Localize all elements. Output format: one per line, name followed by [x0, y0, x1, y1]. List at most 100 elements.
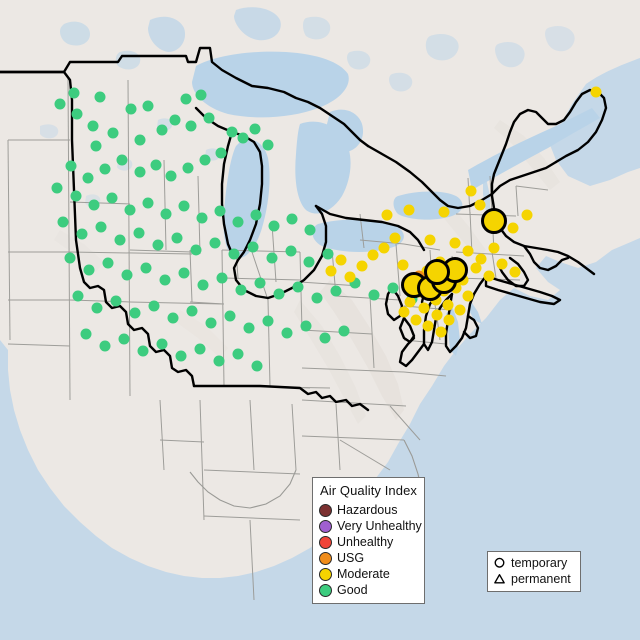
site-marker[interactable]	[114, 234, 126, 246]
site-marker[interactable]	[178, 267, 190, 279]
site-marker[interactable]	[142, 100, 154, 112]
site-marker[interactable]	[292, 281, 304, 293]
site-marker[interactable]	[134, 166, 146, 178]
site-marker-highlighted[interactable]	[481, 208, 507, 234]
site-marker[interactable]	[197, 279, 209, 291]
site-marker[interactable]	[462, 245, 474, 257]
site-marker[interactable]	[175, 350, 187, 362]
site-marker[interactable]	[133, 227, 145, 239]
site-marker[interactable]	[450, 282, 462, 294]
site-marker[interactable]	[397, 259, 409, 271]
legend-item-good[interactable]: Good	[319, 582, 418, 598]
site-marker[interactable]	[470, 262, 482, 274]
site-marker[interactable]	[185, 120, 197, 132]
site-marker[interactable]	[169, 114, 181, 126]
site-marker[interactable]	[443, 314, 455, 326]
site-marker[interactable]	[454, 304, 466, 316]
site-marker[interactable]	[590, 86, 602, 98]
site-marker[interactable]	[64, 252, 76, 264]
site-marker[interactable]	[368, 289, 380, 301]
site-marker[interactable]	[378, 242, 390, 254]
site-marker[interactable]	[475, 253, 487, 265]
site-marker[interactable]	[435, 326, 447, 338]
site-marker[interactable]	[99, 340, 111, 352]
site-marker[interactable]	[107, 127, 119, 139]
site-marker[interactable]	[91, 302, 103, 314]
site-marker[interactable]	[72, 290, 84, 302]
site-marker[interactable]	[266, 252, 278, 264]
site-marker[interactable]	[449, 237, 461, 249]
site-marker[interactable]	[404, 296, 416, 308]
site-marker[interactable]	[356, 260, 368, 272]
site-marker[interactable]	[465, 185, 477, 197]
site-marker[interactable]	[216, 272, 228, 284]
site-marker[interactable]	[304, 224, 316, 236]
site-marker[interactable]	[232, 348, 244, 360]
site-marker[interactable]	[300, 320, 312, 332]
site-marker[interactable]	[303, 256, 315, 268]
site-marker[interactable]	[116, 154, 128, 166]
site-marker[interactable]	[205, 317, 217, 329]
site-marker[interactable]	[121, 269, 133, 281]
site-marker[interactable]	[70, 190, 82, 202]
site-marker[interactable]	[251, 360, 263, 372]
site-marker[interactable]	[203, 112, 215, 124]
site-marker[interactable]	[462, 290, 474, 302]
site-marker[interactable]	[152, 239, 164, 251]
site-marker[interactable]	[186, 305, 198, 317]
site-marker[interactable]	[398, 306, 410, 318]
site-marker[interactable]	[344, 271, 356, 283]
legend-item-moderate[interactable]: Moderate	[319, 566, 418, 582]
site-marker[interactable]	[381, 209, 393, 221]
site-marker[interactable]	[194, 343, 206, 355]
site-marker[interactable]	[65, 160, 77, 172]
site-marker[interactable]	[249, 123, 261, 135]
site-marker[interactable]	[483, 270, 495, 282]
site-marker[interactable]	[325, 265, 337, 277]
site-marker[interactable]	[137, 345, 149, 357]
site-marker[interactable]	[171, 232, 183, 244]
site-marker[interactable]	[76, 228, 88, 240]
site-marker[interactable]	[51, 182, 63, 194]
site-marker[interactable]	[389, 232, 401, 244]
site-marker[interactable]	[57, 216, 69, 228]
site-marker[interactable]	[521, 209, 533, 221]
site-marker[interactable]	[237, 132, 249, 144]
site-marker[interactable]	[285, 245, 297, 257]
site-marker[interactable]	[209, 237, 221, 249]
site-marker[interactable]	[268, 220, 280, 232]
site-marker[interactable]	[196, 212, 208, 224]
site-marker[interactable]	[311, 292, 323, 304]
site-marker[interactable]	[190, 244, 202, 256]
site-marker[interactable]	[322, 248, 334, 260]
site-marker[interactable]	[99, 163, 111, 175]
site-marker[interactable]	[125, 103, 137, 115]
site-marker[interactable]	[213, 355, 225, 367]
site-marker[interactable]	[68, 87, 80, 99]
site-marker[interactable]	[338, 325, 350, 337]
site-marker[interactable]	[422, 320, 434, 332]
site-marker[interactable]	[228, 248, 240, 260]
site-marker[interactable]	[182, 162, 194, 174]
site-marker[interactable]	[156, 124, 168, 136]
site-marker[interactable]	[199, 154, 211, 166]
site-marker[interactable]	[214, 205, 226, 217]
site-marker[interactable]	[235, 284, 247, 296]
site-marker[interactable]	[150, 159, 162, 171]
site-marker[interactable]	[273, 288, 285, 300]
site-marker[interactable]	[418, 302, 430, 314]
site-marker[interactable]	[509, 266, 521, 278]
site-marker[interactable]	[80, 328, 92, 340]
site-marker[interactable]	[54, 98, 66, 110]
site-marker[interactable]	[118, 333, 130, 345]
site-marker[interactable]	[82, 172, 94, 184]
site-marker[interactable]	[148, 300, 160, 312]
legend-item-usg[interactable]: USG	[319, 550, 418, 566]
site-marker[interactable]	[94, 91, 106, 103]
site-marker[interactable]	[431, 309, 443, 321]
site-marker[interactable]	[507, 222, 519, 234]
site-marker[interactable]	[430, 294, 442, 306]
site-marker[interactable]	[488, 242, 500, 254]
site-marker[interactable]	[254, 277, 266, 289]
site-marker[interactable]	[243, 322, 255, 334]
